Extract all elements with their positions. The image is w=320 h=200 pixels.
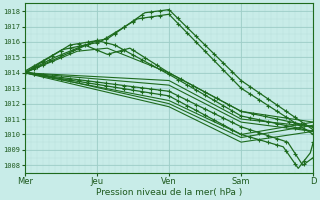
X-axis label: Pression niveau de la mer( hPa ): Pression niveau de la mer( hPa )	[96, 188, 242, 197]
